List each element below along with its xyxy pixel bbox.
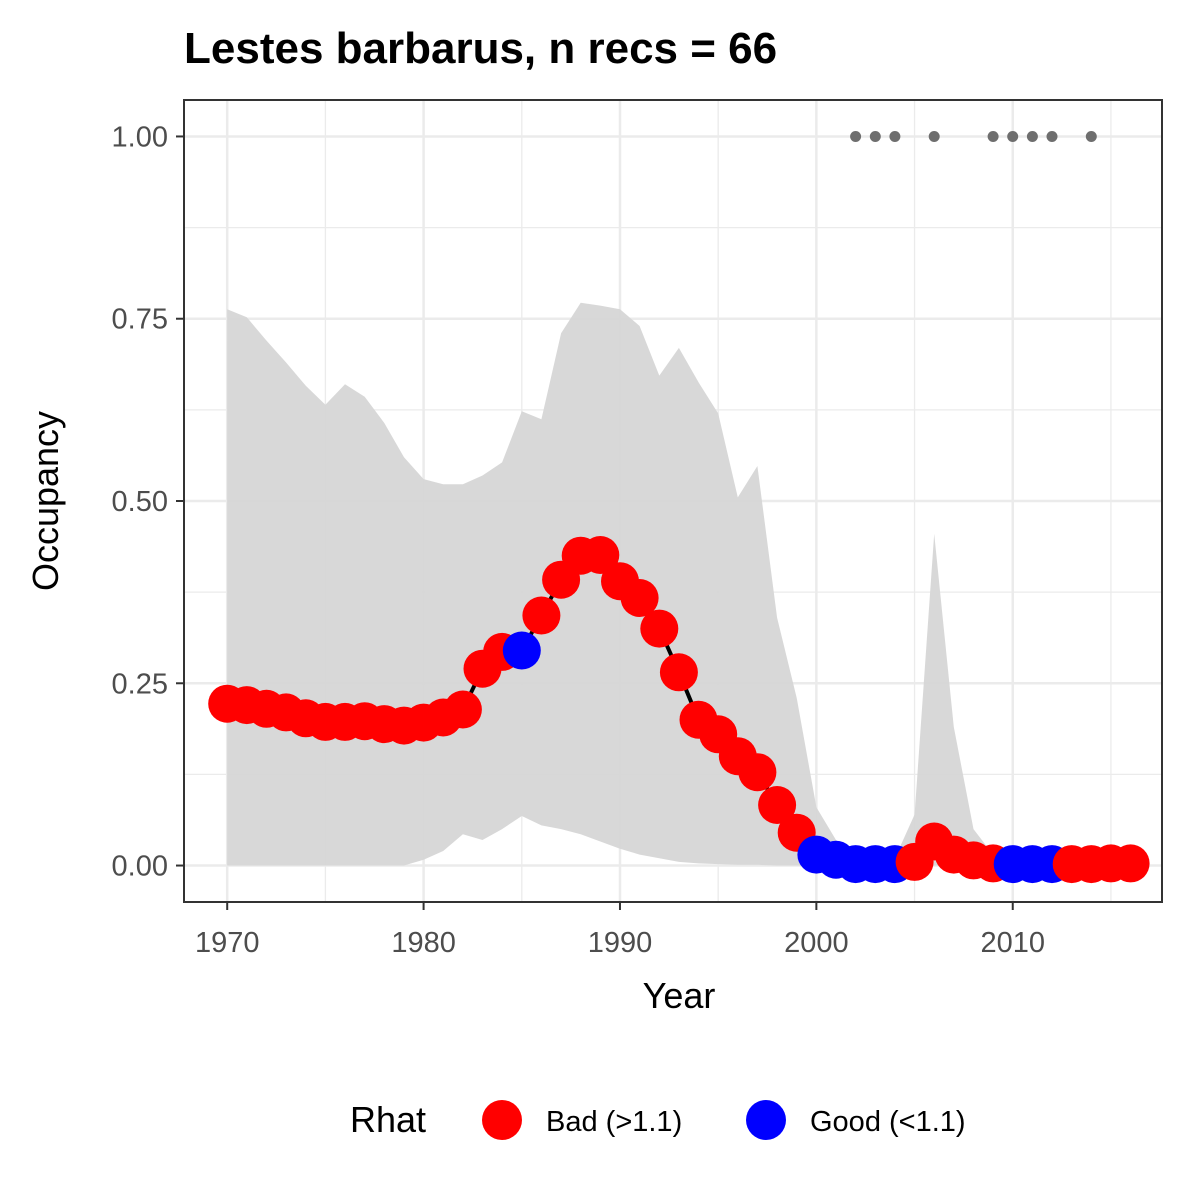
occupancy-point-1991 (620, 579, 659, 617)
x-axis-title: Year (643, 975, 716, 1016)
y-tick-label: 0.00 (112, 851, 168, 883)
occupancy-point-1997 (738, 753, 777, 792)
record-point-2006 (928, 131, 940, 142)
occupancy-point-2016 (1111, 844, 1150, 883)
legend-label-bad: Bad (>1.1) (546, 1106, 682, 1138)
occupancy-point-1993 (659, 653, 698, 692)
y-tick-label: 0.75 (112, 304, 168, 336)
legend-label-good: Good (<1.1) (810, 1106, 966, 1138)
x-tick-label: 2000 (784, 927, 849, 959)
legend-key-bad (482, 1100, 522, 1140)
y-tick-label: 1.00 (112, 121, 168, 153)
y-axis: 0.00 0.25 0.50 0.75 1.00 (112, 121, 184, 883)
record-point-2002 (850, 131, 862, 142)
y-tick-label: 0.50 (112, 486, 168, 518)
record-point-2009 (987, 131, 999, 142)
x-tick-label: 2010 (980, 927, 1045, 959)
chart-title: Lestes barbarus, n recs = 66 (184, 24, 777, 73)
record-point-2004 (889, 131, 901, 142)
legend-title: Rhat (350, 1099, 426, 1140)
legend-key-good (746, 1100, 786, 1140)
occupancy-point-1982 (443, 690, 482, 729)
x-axis: 1970 1980 1990 2000 2010 (195, 902, 1045, 959)
occupancy-point-1986 (522, 596, 561, 635)
occupancy-point-1998 (758, 786, 797, 824)
y-axis-title: Occupancy (25, 411, 66, 591)
record-point-2012 (1046, 131, 1058, 142)
x-tick-label: 1990 (588, 927, 653, 959)
occupancy-point-1985 (502, 631, 541, 670)
record-point-2011 (1026, 131, 1038, 142)
occupancy-points (208, 536, 1150, 884)
confidence-ribbon (227, 302, 1131, 866)
legend: Rhat Bad (>1.1) Good (<1.1) (350, 1099, 966, 1140)
occupancy-point-1989 (581, 536, 620, 574)
y-tick-label: 0.25 (112, 668, 168, 700)
occupancy-point-1992 (640, 609, 679, 648)
record-point-2010 (1007, 131, 1019, 142)
x-tick-label: 1980 (391, 927, 456, 959)
record-year-points (850, 131, 1097, 142)
record-point-2003 (869, 131, 881, 142)
x-tick-label: 1970 (195, 927, 260, 959)
record-point-2014 (1085, 131, 1097, 142)
